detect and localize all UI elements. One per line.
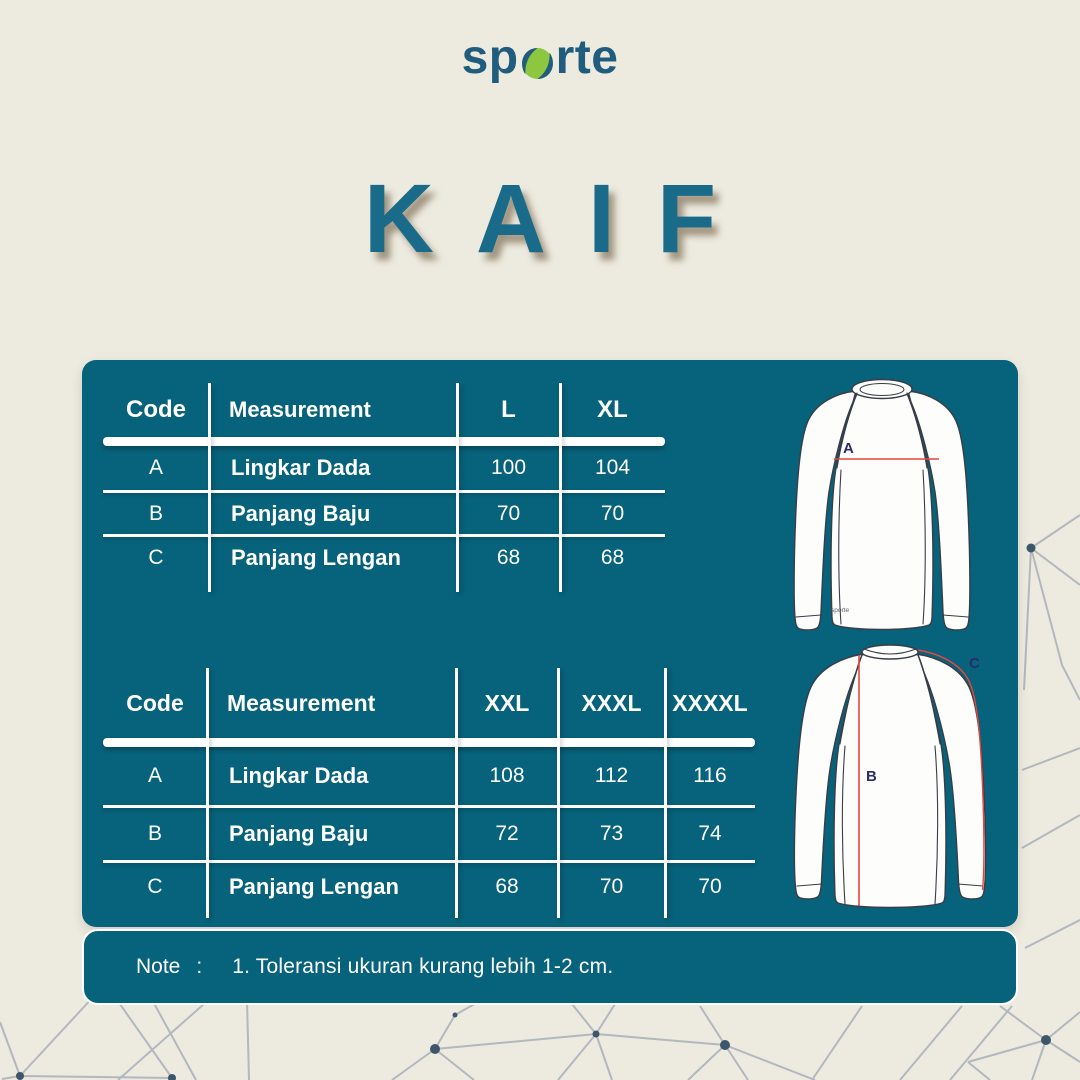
row-value: 68 xyxy=(600,545,625,569)
row-measurement: Lingkar Dada xyxy=(231,455,371,480)
brand-logo-text-left: sp xyxy=(461,31,519,84)
column-header-size-xxxxl: XXXXL xyxy=(672,689,748,716)
column-header-size-l: L xyxy=(501,396,516,423)
size-table-xxl-xxxxl: Code Measurement XXL XXXL XXXXL A Lingka… xyxy=(103,668,755,918)
row-value: 70 xyxy=(698,874,722,898)
sleeve-measure-line xyxy=(917,649,985,891)
row-divider xyxy=(103,805,755,808)
column-divider xyxy=(556,668,560,918)
column-header-code: Code xyxy=(126,396,186,423)
row-value: 68 xyxy=(496,545,521,569)
row-measurement: Panjang Baju xyxy=(229,821,369,846)
row-value: 72 xyxy=(495,822,519,845)
row-value: 104 xyxy=(594,456,631,479)
column-header-size-xxl: XXL xyxy=(484,689,530,716)
column-header-measurement: Measurement xyxy=(227,689,376,716)
column-divider xyxy=(558,383,562,592)
brand-logo: sp rte xyxy=(0,34,1080,82)
row-value: 68 xyxy=(495,874,519,898)
header-divider-bar xyxy=(103,437,665,446)
row-code: A xyxy=(148,456,163,479)
row-measurement: Lingkar Dada xyxy=(229,763,369,788)
row-value: 70 xyxy=(496,501,521,525)
row-value: 108 xyxy=(489,764,525,787)
row-value: 74 xyxy=(698,822,722,845)
row-value: 73 xyxy=(599,822,624,845)
column-divider xyxy=(454,668,458,918)
row-value: 112 xyxy=(594,764,629,787)
row-measurement: Panjang Lengan xyxy=(229,873,399,899)
row-value: 70 xyxy=(599,874,624,898)
column-divider xyxy=(455,383,459,592)
shirt-front-diagram: A sporte xyxy=(793,378,971,631)
row-code: B xyxy=(148,501,163,525)
row-divider xyxy=(103,490,665,493)
column-divider xyxy=(205,668,209,918)
column-divider xyxy=(207,383,211,592)
row-divider xyxy=(103,534,665,537)
header-divider-bar xyxy=(103,738,755,747)
column-header-size-xl: XL xyxy=(597,396,628,423)
note-box: Note : 1. Toleransi ukuran kurang lebih … xyxy=(82,929,1018,1005)
size-table-l-xl: Code Measurement L XL A Lingkar Dada 100… xyxy=(103,383,665,592)
row-code: B xyxy=(147,822,162,845)
column-header-code: Code xyxy=(126,689,184,716)
chest-measure-label: A xyxy=(843,440,854,457)
row-divider xyxy=(103,860,755,863)
brand-logo-text-right: rte xyxy=(555,31,619,84)
shirt-back-diagram: B C xyxy=(793,644,987,909)
row-value: 100 xyxy=(490,456,527,479)
product-title: KAIF xyxy=(363,164,759,273)
column-divider xyxy=(663,668,667,918)
row-value: 116 xyxy=(693,764,727,787)
row-code: C xyxy=(148,545,164,569)
sleeve-length-label: C xyxy=(969,655,980,672)
size-chart-panel: Code Measurement L XL A Lingkar Dada 100… xyxy=(82,360,1018,927)
row-value: 70 xyxy=(600,501,625,525)
row-code: C xyxy=(147,874,163,898)
column-header-measurement: Measurement xyxy=(229,397,371,422)
body-length-label: B xyxy=(866,768,877,785)
globe-swoosh-icon xyxy=(521,48,553,79)
note-label: Note xyxy=(136,955,181,978)
row-measurement: Panjang Lengan xyxy=(231,544,401,570)
note-colon: : xyxy=(196,955,203,978)
shirt-hem-logo-text: sporte xyxy=(831,607,849,614)
note-text: 1. Toleransi ukuran kurang lebih 1-2 cm. xyxy=(232,955,614,978)
row-measurement: Panjang Baju xyxy=(231,500,371,526)
column-header-size-xxxl: XXXL xyxy=(581,689,642,716)
row-code: A xyxy=(147,764,162,787)
